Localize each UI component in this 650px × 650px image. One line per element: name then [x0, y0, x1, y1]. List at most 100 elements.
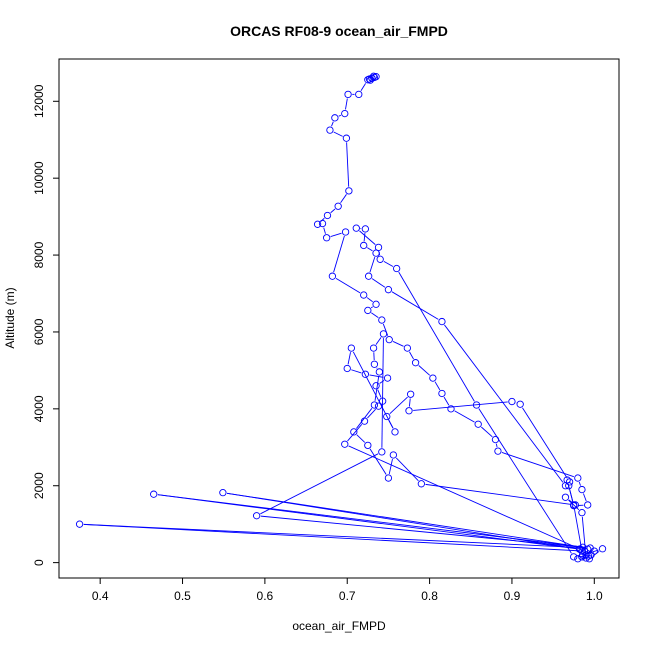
data-point	[561, 493, 570, 501]
data-point	[574, 474, 582, 482]
series-segment	[366, 297, 373, 303]
data-point	[578, 508, 586, 517]
data-point	[561, 482, 570, 490]
data-point	[508, 397, 516, 406]
data-point	[491, 435, 500, 444]
data-point	[344, 90, 352, 99]
series-segment	[356, 408, 373, 429]
data-point	[75, 520, 84, 528]
data-point	[379, 330, 388, 338]
series-segment	[522, 407, 568, 479]
series-segment	[360, 83, 366, 92]
data-point	[364, 76, 372, 84]
series-segment	[370, 306, 373, 309]
data-point	[370, 360, 379, 368]
series-segment	[320, 217, 325, 222]
data-point	[341, 228, 350, 236]
y-tick-label: 6000	[32, 318, 46, 345]
series-segment	[395, 457, 419, 482]
series-segment	[83, 523, 587, 549]
data-point	[374, 402, 383, 410]
y-tick-label: 10000	[32, 161, 46, 195]
data-point	[378, 397, 387, 405]
data-point	[574, 555, 582, 563]
data-point	[405, 407, 413, 415]
data-point	[361, 225, 370, 233]
x-tick-label: 1.0	[586, 589, 603, 603]
series-segment	[371, 312, 379, 319]
series-segment	[381, 338, 384, 448]
data-point	[318, 219, 327, 228]
data-point	[364, 306, 372, 315]
data-point	[391, 428, 399, 436]
data-point	[378, 448, 386, 456]
data-point	[578, 553, 586, 561]
series-segment	[330, 232, 342, 237]
x-tick-label: 0.6	[257, 589, 274, 603]
series-segment	[348, 445, 581, 550]
data-point	[150, 490, 158, 498]
series-segment	[323, 227, 326, 234]
data-point	[364, 441, 372, 450]
data-point	[360, 241, 368, 250]
data-point	[361, 370, 370, 378]
data-point	[345, 187, 353, 195]
data-point	[355, 90, 363, 99]
series-segment	[369, 448, 387, 475]
series-segment	[408, 398, 411, 407]
series-segment	[409, 351, 414, 360]
series-segment	[454, 410, 475, 423]
series-segment	[383, 260, 394, 267]
series-segment	[418, 365, 431, 376]
plot-frame	[58, 58, 620, 579]
data-point	[364, 272, 373, 280]
data-point	[375, 368, 384, 376]
series-segment	[392, 341, 404, 347]
data-point	[383, 412, 391, 421]
y-tick-label: 0	[32, 559, 46, 566]
data-point	[417, 480, 426, 488]
data-point	[598, 545, 607, 553]
data-point	[372, 73, 380, 81]
data-point	[586, 544, 594, 552]
series-segment	[330, 208, 336, 214]
data-point	[578, 485, 586, 494]
data-point	[341, 440, 349, 448]
data-point	[372, 249, 380, 257]
y-tick-label: 2000	[32, 472, 46, 499]
series-segment	[367, 408, 376, 419]
series-segment	[391, 291, 439, 320]
data-point	[438, 389, 446, 398]
series-segment	[377, 389, 382, 398]
series-segment	[347, 424, 363, 442]
series-segment	[398, 271, 475, 402]
data-point	[565, 478, 574, 486]
y-tick-label: 12000	[32, 84, 46, 118]
series-segment	[389, 396, 408, 414]
data-point	[322, 234, 331, 242]
series-segment	[578, 481, 581, 486]
data-point	[326, 126, 334, 134]
data-point	[579, 543, 587, 551]
data-point	[372, 300, 380, 308]
x-axis-label: ocean_air_FMPD	[292, 619, 386, 633]
series-segment	[260, 515, 579, 548]
data-point	[343, 364, 351, 373]
y-tick-label: 8000	[32, 241, 46, 268]
data-point	[350, 428, 358, 436]
series-segment	[568, 499, 580, 511]
series-segment	[371, 278, 386, 288]
data-point	[331, 114, 339, 122]
series-segment	[478, 408, 572, 554]
series-segment	[333, 235, 345, 273]
series-segment	[481, 426, 493, 438]
series-segment	[379, 380, 385, 384]
x-axis: 0.4 0.5 0.6 0.7 0.8 0.9 1.0	[92, 578, 603, 603]
series-segment	[338, 114, 342, 117]
x-tick-label: 0.7	[339, 589, 356, 603]
series-segment	[363, 233, 366, 242]
data-point	[378, 316, 386, 324]
data-point	[369, 344, 378, 352]
data-point	[406, 390, 415, 398]
